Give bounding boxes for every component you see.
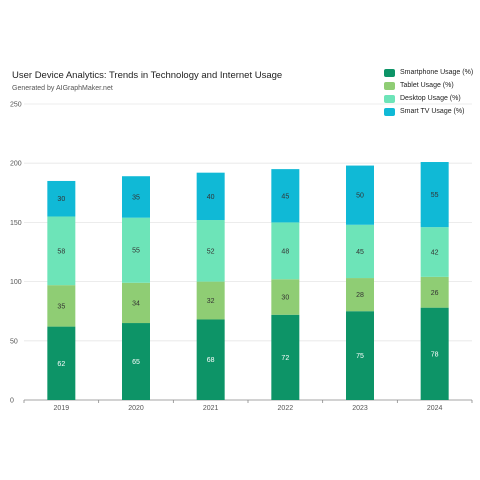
legend-swatch-desktop xyxy=(384,94,395,103)
data-label: 45 xyxy=(356,249,364,256)
data-label: 58 xyxy=(57,248,65,255)
data-label: 26 xyxy=(431,290,439,297)
bar-segment[interactable] xyxy=(271,279,300,315)
bar-segment[interactable] xyxy=(47,326,76,400)
data-label: 50 xyxy=(356,193,364,200)
data-label: 35 xyxy=(57,303,65,310)
data-label: 32 xyxy=(207,298,215,305)
data-label: 42 xyxy=(431,250,439,257)
chart-subtitle: Generated by AIGraphMaker.net xyxy=(12,85,113,92)
legend: Smartphone Usage (%) Tablet Usage (%) De… xyxy=(384,66,473,118)
bar-segment[interactable] xyxy=(122,323,150,400)
data-label: 40 xyxy=(207,194,215,201)
data-label: 55 xyxy=(431,192,439,199)
legend-swatch-tablet xyxy=(384,81,395,90)
bar-segment[interactable] xyxy=(346,165,374,225)
bar-segment[interactable] xyxy=(122,217,150,283)
data-label: 35 xyxy=(132,194,140,201)
bar-segment[interactable] xyxy=(196,281,225,320)
legend-label-tablet: Tablet Usage (%) xyxy=(400,82,454,89)
bar-segment[interactable] xyxy=(271,222,300,280)
y-tick-label: 250 xyxy=(10,102,22,109)
data-label: 30 xyxy=(281,294,289,301)
legend-swatch-smart-tv xyxy=(384,107,395,116)
x-tick-label: 2024 xyxy=(427,405,443,412)
legend-label-desktop: Desktop Usage (%) xyxy=(400,95,461,102)
y-tick-label: 200 xyxy=(10,161,22,168)
bar-segment[interactable] xyxy=(346,224,374,279)
x-tick-label: 2021 xyxy=(203,405,219,412)
x-tick-label: 2022 xyxy=(278,405,294,412)
y-tick-label: 0 xyxy=(10,398,14,405)
data-label: 78 xyxy=(431,351,439,358)
legend-item-desktop[interactable]: Desktop Usage (%) xyxy=(384,92,473,105)
bar-segment[interactable] xyxy=(346,311,374,400)
data-label: 48 xyxy=(281,248,289,255)
data-label: 55 xyxy=(132,248,140,255)
bar-segment[interactable] xyxy=(47,180,76,217)
bar-segment[interactable] xyxy=(420,227,449,277)
bar-segment[interactable] xyxy=(420,307,449,400)
data-label: 62 xyxy=(57,361,65,368)
x-tick-label: 2023 xyxy=(352,405,368,412)
bar-segment[interactable] xyxy=(196,220,225,282)
legend-swatch-smartphone xyxy=(384,68,395,77)
bar-segment[interactable] xyxy=(47,285,76,327)
data-label: 28 xyxy=(356,292,364,299)
x-tick-label: 2019 xyxy=(54,405,70,412)
bar-segment[interactable] xyxy=(196,319,225,400)
y-tick-label: 50 xyxy=(10,338,18,345)
legend-label-smart-tv: Smart TV Usage (%) xyxy=(400,108,465,115)
chart-title: User Device Analytics: Trends in Technol… xyxy=(12,70,283,81)
y-tick-label: 150 xyxy=(10,220,22,227)
bar-segment[interactable] xyxy=(420,276,449,308)
bar-segment[interactable] xyxy=(122,176,150,218)
legend-item-smart-tv[interactable]: Smart TV Usage (%) xyxy=(384,105,473,118)
legend-item-smartphone[interactable]: Smartphone Usage (%) xyxy=(384,66,473,79)
data-label: 72 xyxy=(281,355,289,362)
y-tick-label: 100 xyxy=(10,279,22,286)
bar-segment[interactable] xyxy=(47,216,76,286)
legend-label-smartphone: Smartphone Usage (%) xyxy=(400,69,474,76)
data-label: 45 xyxy=(281,193,289,200)
data-label: 68 xyxy=(207,357,215,364)
data-label: 30 xyxy=(57,196,65,203)
bar-segment[interactable] xyxy=(346,278,374,312)
x-tick-label: 2020 xyxy=(128,405,144,412)
legend-item-tablet[interactable]: Tablet Usage (%) xyxy=(384,79,473,92)
bar-segment[interactable] xyxy=(420,162,449,228)
data-label: 65 xyxy=(132,359,140,366)
bar-segment[interactable] xyxy=(271,169,300,223)
data-label: 34 xyxy=(132,300,140,307)
bar-segment[interactable] xyxy=(122,282,150,324)
data-label: 75 xyxy=(356,353,364,360)
data-label: 52 xyxy=(207,248,215,255)
bar-segment[interactable] xyxy=(196,172,225,221)
bar-segment[interactable] xyxy=(271,314,300,400)
